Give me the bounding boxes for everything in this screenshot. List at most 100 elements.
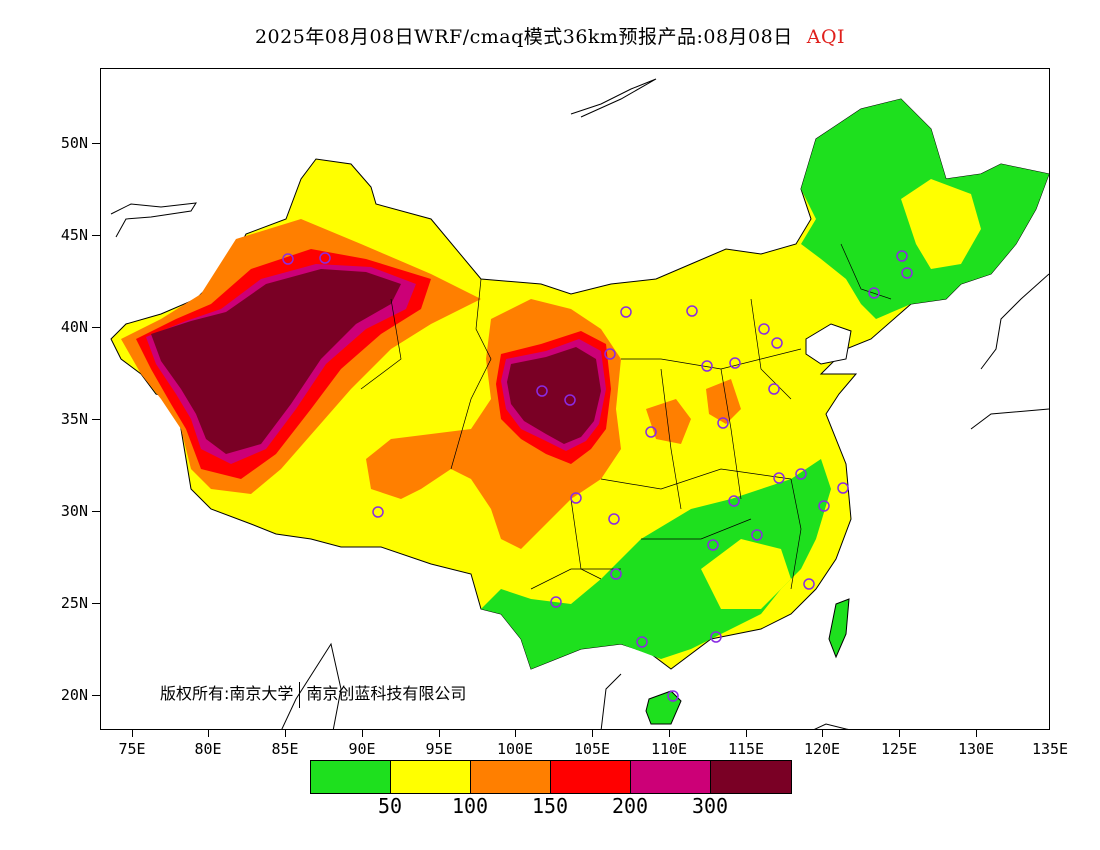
station-marker xyxy=(570,492,582,504)
y-tick-mark xyxy=(92,327,100,328)
x-tick-mark xyxy=(822,730,823,737)
aqi-color-legend xyxy=(310,760,792,794)
neighbor-border-outline xyxy=(980,273,1049,370)
south-good-region xyxy=(481,459,831,669)
y-tick-mark xyxy=(92,419,100,420)
station-marker xyxy=(372,506,384,518)
y-tick-label: 45N xyxy=(60,226,88,244)
station-marker xyxy=(768,383,780,395)
east-sensitive-patch-2 xyxy=(706,379,741,424)
map-area[interactable] xyxy=(100,68,1050,730)
northeast-moderate-patch xyxy=(901,179,981,269)
x-tick-label: 75E xyxy=(118,740,146,758)
legend-label: 200 xyxy=(611,794,649,818)
aqi-map xyxy=(110,78,1049,729)
x-tick-label: 110E xyxy=(650,740,688,758)
x-tick-mark xyxy=(669,730,670,737)
x-tick-mark xyxy=(208,730,209,737)
x-tick-mark xyxy=(899,730,900,737)
x-tick-label: 95E xyxy=(425,740,453,758)
legend-label: 150 xyxy=(531,794,569,818)
station-marker xyxy=(837,482,849,494)
station-marker xyxy=(773,472,785,484)
x-tick-label: 130E xyxy=(957,740,995,758)
station-marker xyxy=(636,636,648,648)
x-tick-mark xyxy=(439,730,440,737)
x-tick-label: 115E xyxy=(727,740,765,758)
station-marker xyxy=(604,348,616,360)
station-marker xyxy=(282,253,294,265)
map-title: 2025年08月08日WRF/cmaq模式36km预报产品:08月08日 AQI xyxy=(0,22,1100,49)
station-marker xyxy=(686,305,698,317)
station-marker xyxy=(717,417,729,429)
y-tick-mark xyxy=(92,603,100,604)
x-tick-label: 90E xyxy=(348,740,376,758)
x-tick-mark xyxy=(976,730,977,737)
southeast-moderate-patch xyxy=(701,539,791,609)
station-marker xyxy=(667,690,679,702)
x-tick-mark xyxy=(285,730,286,737)
legend-label: 300 xyxy=(691,794,729,818)
philippines-coast xyxy=(814,723,849,729)
x-tick-mark xyxy=(592,730,593,737)
legend-label: 50 xyxy=(377,794,403,818)
station-marker xyxy=(803,578,815,590)
title-main: 2025年08月08日WRF/cmaq模式36km预报产品:08月08日 xyxy=(254,26,793,48)
x-tick-label: 120E xyxy=(803,740,841,758)
neighbor-border-outline-2 xyxy=(970,408,1049,430)
legend-swatch-sensitive xyxy=(471,761,551,793)
station-marker xyxy=(620,306,632,318)
station-marker xyxy=(795,468,807,480)
y-tick-mark xyxy=(92,511,100,512)
vietnam-coast xyxy=(600,673,622,729)
y-tick-mark xyxy=(92,235,100,236)
central-hazardous-region xyxy=(507,347,601,444)
x-tick-mark xyxy=(362,730,363,737)
station-marker xyxy=(710,631,722,643)
hainan xyxy=(645,690,682,725)
station-marker xyxy=(707,539,719,551)
station-marker xyxy=(901,267,913,279)
southeast-asia-coast xyxy=(281,642,342,729)
y-tick-label: 40N xyxy=(60,318,88,336)
station-marker xyxy=(751,529,763,541)
copyright-notice: 版权所有:南京大学 南京创蓝科技有限公司 xyxy=(160,680,466,708)
station-marker xyxy=(319,252,331,264)
station-marker xyxy=(728,495,740,507)
y-tick-mark xyxy=(92,143,100,144)
station-marker xyxy=(645,426,657,438)
y-tick-label: 35N xyxy=(60,410,88,428)
x-tick-label: 125E xyxy=(880,740,918,758)
x-tick-label: 105E xyxy=(573,740,611,758)
x-tick-label: 135E xyxy=(1031,740,1069,758)
station-marker xyxy=(771,337,783,349)
east-sensitive-patch xyxy=(646,399,691,444)
station-marker xyxy=(701,360,713,372)
copyright-separator xyxy=(299,681,301,708)
legend-swatch-unhealthy xyxy=(551,761,631,793)
y-tick-label: 20N xyxy=(60,686,88,704)
legend-swatch-moderate xyxy=(391,761,471,793)
title-variable: AQI xyxy=(806,26,846,48)
x-tick-mark xyxy=(132,730,133,737)
station-marker xyxy=(610,568,622,580)
province-borders xyxy=(360,243,892,590)
x-tick-label: 80E xyxy=(194,740,222,758)
coast-outline xyxy=(570,78,657,118)
y-tick-label: 30N xyxy=(60,502,88,520)
taiwan xyxy=(828,598,850,659)
legend-swatch-good xyxy=(311,761,391,793)
station-marker xyxy=(758,323,770,335)
station-marker xyxy=(564,394,576,406)
y-tick-mark xyxy=(92,695,100,696)
copyright-owner-1: 版权所有:南京大学 xyxy=(160,684,294,703)
copyright-owner-2: 南京创蓝科技有限公司 xyxy=(306,684,467,703)
station-marker xyxy=(868,287,880,299)
lake-outline xyxy=(110,202,197,238)
bohai-sea xyxy=(805,323,852,365)
station-marker xyxy=(608,513,620,525)
x-tick-mark xyxy=(746,730,747,737)
y-tick-label: 50N xyxy=(60,134,88,152)
station-marker xyxy=(896,250,908,262)
y-tick-label: 25N xyxy=(60,594,88,612)
